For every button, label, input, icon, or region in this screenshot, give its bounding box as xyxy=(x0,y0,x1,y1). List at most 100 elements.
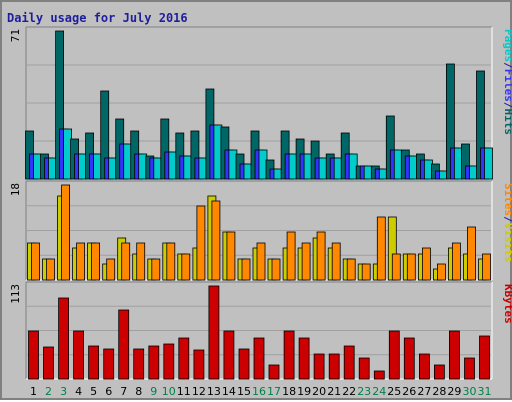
legend-entry: Files xyxy=(502,69,512,102)
bar-kbytes-day-9 xyxy=(148,345,160,380)
bar-kbytes-day-20 xyxy=(313,353,325,380)
day-label-5: 5 xyxy=(90,385,97,398)
bar-kbytes-day-17 xyxy=(268,364,280,380)
legend-entry: Visits xyxy=(502,223,512,263)
bar-sites-day-11 xyxy=(181,253,191,281)
day-label-4: 4 xyxy=(75,385,82,398)
day-label-20: 20 xyxy=(312,385,326,398)
day-label-22: 22 xyxy=(342,385,356,398)
panel-legend: KBytes xyxy=(502,284,512,324)
day-label-21: 21 xyxy=(327,385,341,398)
panel-2: 18 Sites/Visits xyxy=(9,180,512,281)
bar-kbytes-day-8 xyxy=(133,348,145,380)
bar-sites-day-2 xyxy=(46,258,55,281)
bar-kbytes-day-10 xyxy=(163,343,175,380)
bar-kbytes-day-15 xyxy=(238,348,250,380)
bar-sites-day-14 xyxy=(226,231,236,281)
legend-entry: Hits xyxy=(502,109,512,136)
bar-sites-day-26 xyxy=(406,253,416,281)
day-label-7: 7 xyxy=(120,385,127,398)
day-label-25: 25 xyxy=(387,385,401,398)
day-label-18: 18 xyxy=(282,385,296,398)
bar-sites-day-1 xyxy=(31,242,40,281)
day-label-12: 12 xyxy=(192,385,206,398)
bar-sites-day-15 xyxy=(241,258,251,281)
bar-pages-day-31 xyxy=(484,147,493,180)
bar-kbytes-day-16 xyxy=(253,337,265,380)
bar-sites-day-6 xyxy=(106,258,116,281)
day-label-28: 28 xyxy=(432,385,446,398)
bar-kbytes-day-12 xyxy=(193,349,205,380)
panel-max-label: 71 xyxy=(9,29,22,42)
legend-entry: / xyxy=(502,62,512,69)
bar-sites-day-16 xyxy=(256,242,266,281)
bar-sites-day-21 xyxy=(331,242,341,281)
bar-kbytes-day-4 xyxy=(73,330,84,380)
day-label-16: 16 xyxy=(252,385,266,398)
day-label-14: 14 xyxy=(222,385,236,398)
day-label-26: 26 xyxy=(402,385,416,398)
bar-sites-day-18 xyxy=(286,231,296,281)
day-label-29: 29 xyxy=(447,385,461,398)
bar-kbytes-day-21 xyxy=(328,353,340,380)
day-label-9: 9 xyxy=(150,385,157,398)
day-label-8: 8 xyxy=(135,385,142,398)
bar-kbytes-day-5 xyxy=(88,345,99,380)
bar-kbytes-day-2 xyxy=(43,346,54,380)
bar-sites-day-27 xyxy=(421,247,431,281)
day-label-1: 1 xyxy=(30,385,37,398)
day-label-13: 13 xyxy=(207,385,221,398)
day-label-15: 15 xyxy=(237,385,251,398)
day-label-27: 27 xyxy=(417,385,431,398)
legend-entry: KBytes xyxy=(502,284,512,324)
day-label-24: 24 xyxy=(372,385,386,398)
bar-sites-day-22 xyxy=(346,258,356,281)
day-label-3: 3 xyxy=(60,385,67,398)
bar-kbytes-day-30 xyxy=(464,357,475,380)
bar-sites-day-31 xyxy=(482,253,491,281)
day-label-17: 17 xyxy=(267,385,281,398)
bar-sites-day-17 xyxy=(271,258,281,281)
bar-kbytes-day-19 xyxy=(298,337,310,380)
bar-kbytes-day-28 xyxy=(433,364,445,380)
bar-sites-day-5 xyxy=(91,242,100,281)
bar-kbytes-day-18 xyxy=(283,330,295,380)
bar-sites-day-9 xyxy=(151,258,161,281)
bar-kbytes-day-11 xyxy=(178,337,190,380)
day-label-31: 31 xyxy=(478,385,492,398)
bar-sites-day-13 xyxy=(211,200,221,281)
bar-sites-day-7 xyxy=(121,242,131,281)
legend-entry: Sites xyxy=(502,183,512,216)
panel-legend: Sites/Visits xyxy=(502,183,512,263)
bar-kbytes-day-24 xyxy=(373,370,385,380)
bar-sites-day-29 xyxy=(451,242,461,281)
bar-kbytes-day-29 xyxy=(448,330,460,380)
bar-sites-day-19 xyxy=(301,242,311,281)
legend-entry: Pages xyxy=(502,29,512,62)
bar-kbytes-day-27 xyxy=(418,353,430,380)
day-label-11: 11 xyxy=(177,385,191,398)
bar-sites-day-20 xyxy=(316,231,326,281)
bar-sites-day-23 xyxy=(361,263,371,281)
bar-sites-day-10 xyxy=(166,242,176,281)
legend-entry: / xyxy=(502,102,512,109)
bar-kbytes-day-23 xyxy=(358,357,370,380)
bar-kbytes-day-13 xyxy=(208,285,220,380)
bar-kbytes-day-1 xyxy=(28,330,39,380)
panel-3: 113 KBytes xyxy=(9,281,512,380)
bar-sites-day-12 xyxy=(196,205,206,281)
bar-sites-day-28 xyxy=(436,263,446,281)
bar-kbytes-day-14 xyxy=(223,330,235,380)
bar-sites-day-8 xyxy=(136,242,146,281)
bar-sites-day-24 xyxy=(376,216,386,281)
bar-kbytes-day-26 xyxy=(403,337,415,380)
legend-entry: / xyxy=(502,216,512,223)
day-label-6: 6 xyxy=(105,385,112,398)
bar-kbytes-day-7 xyxy=(118,309,130,380)
day-label-10: 10 xyxy=(162,385,176,398)
panel-max-label: 113 xyxy=(9,284,22,304)
bar-kbytes-day-31 xyxy=(479,335,490,380)
panel-legend: Pages/Files/Hits xyxy=(502,29,512,135)
bar-kbytes-day-22 xyxy=(343,345,355,380)
